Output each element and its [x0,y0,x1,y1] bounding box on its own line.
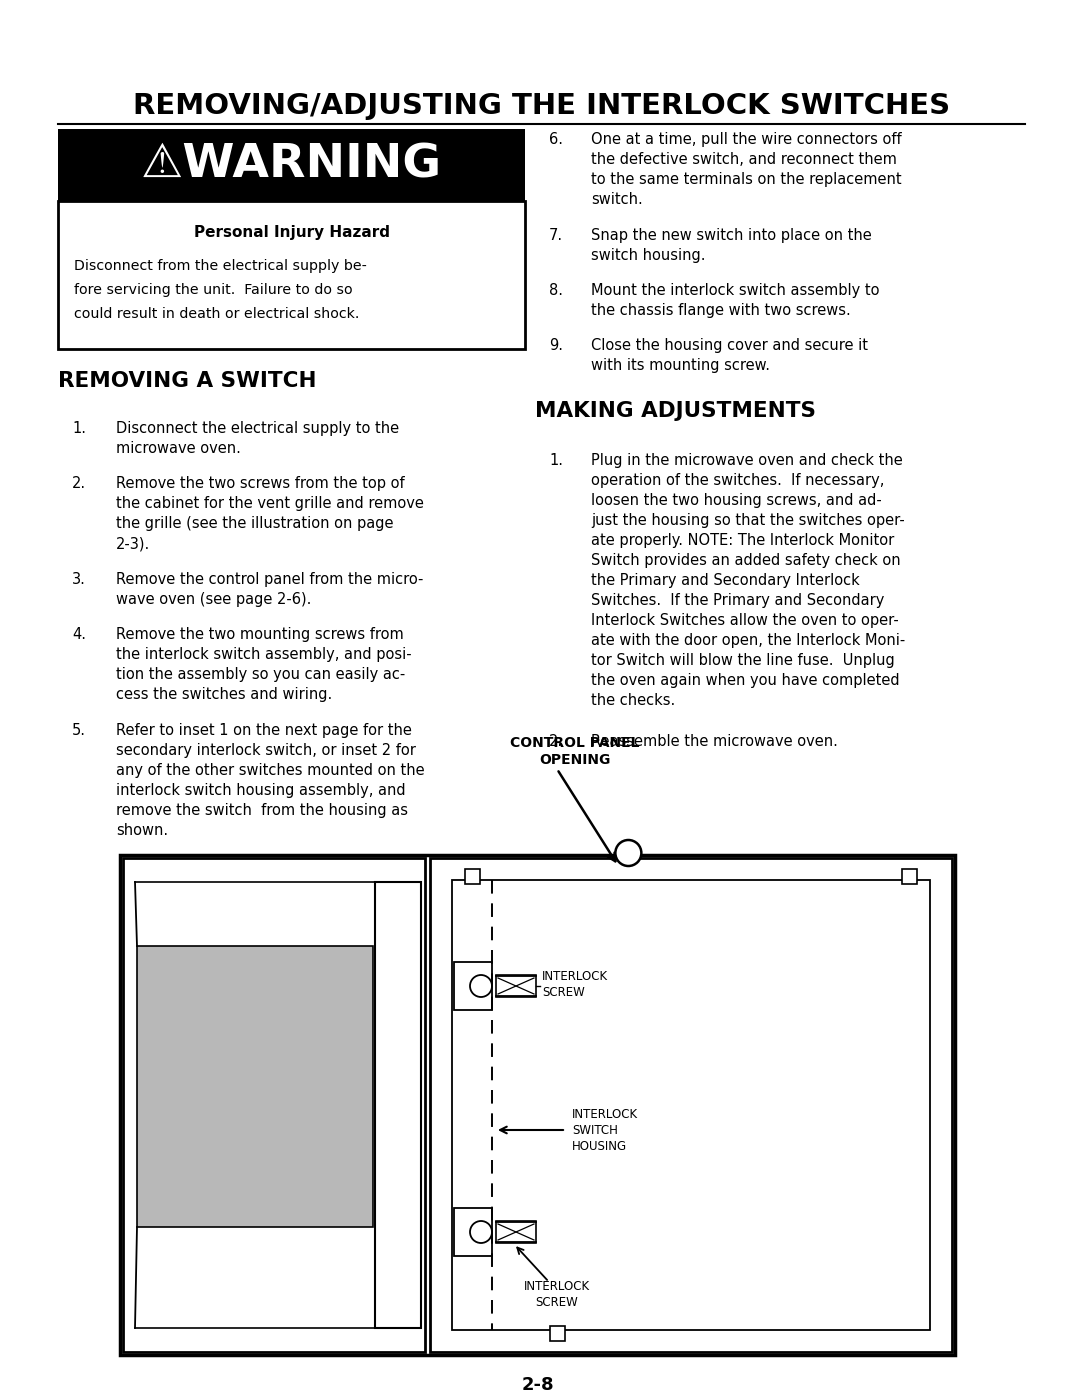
Text: REMOVING A SWITCH: REMOVING A SWITCH [58,372,316,391]
Text: 5.: 5. [72,724,86,738]
Text: Close the housing cover and secure it
with its mounting screw.: Close the housing cover and secure it wi… [591,338,868,373]
Bar [550,1326,565,1341]
Text: 1.: 1. [549,453,563,468]
Text: Remove the two screws from the top of
the cabinet for the vent grille and remove: Remove the two screws from the top of th… [116,476,423,552]
Text: 2-8: 2-8 [522,1376,554,1394]
Text: MAKING ADJUSTMENTS: MAKING ADJUSTMENTS [535,401,816,420]
Bar [465,869,480,884]
Bar [58,129,525,201]
Bar [496,975,536,997]
Text: 3.: 3. [72,571,86,587]
Text: Refer to inset 1 on the next page for the
secondary interlock switch, or inset 2: Refer to inset 1 on the next page for th… [116,724,424,838]
Bar [137,946,373,1227]
Text: 2.: 2. [549,733,563,749]
Text: 1.: 1. [72,420,86,436]
Text: One at a time, pull the wire connectors off
the defective switch, and reconnect : One at a time, pull the wire connectors … [591,131,902,207]
Text: Disconnect from the electrical supply be-: Disconnect from the electrical supply be… [75,258,367,272]
Text: 2.: 2. [72,476,86,490]
Text: Mount the interlock switch assembly to
the chassis flange with two screws.: Mount the interlock switch assembly to t… [591,284,879,319]
Text: INTERLOCK
SWITCH
HOUSING: INTERLOCK SWITCH HOUSING [572,1108,638,1153]
Text: Reassemble the microwave oven.: Reassemble the microwave oven. [591,733,838,749]
Text: REMOVING/ADJUSTING THE INTERLOCK SWITCHES: REMOVING/ADJUSTING THE INTERLOCK SWITCHE… [133,92,950,120]
Bar [58,201,525,349]
Circle shape [470,1221,492,1243]
Text: Personal Injury Hazard: Personal Injury Hazard [193,225,390,240]
Text: fore servicing the unit.  Failure to do so: fore servicing the unit. Failure to do s… [75,284,353,298]
Text: Snap the new switch into place on the
switch housing.: Snap the new switch into place on the sw… [591,228,872,263]
Text: ⚠WARNING: ⚠WARNING [140,142,442,187]
Text: 9.: 9. [549,338,563,353]
Text: 6.: 6. [549,131,563,147]
Text: could result in death or electrical shock.: could result in death or electrical shoc… [75,307,360,321]
Bar [453,880,930,1330]
Text: 7.: 7. [549,228,563,243]
Text: INTERLOCK
SCREW: INTERLOCK SCREW [542,970,608,999]
Bar [123,858,426,1352]
Text: Disconnect the electrical supply to the
microwave oven.: Disconnect the electrical supply to the … [116,420,400,455]
Text: 8.: 8. [549,284,563,298]
Bar [120,855,955,1355]
Bar [902,869,917,884]
Bar [430,858,951,1352]
Circle shape [470,975,492,997]
Text: Remove the two mounting screws from
the interlock switch assembly, and posi-
tio: Remove the two mounting screws from the … [116,627,411,703]
Text: Remove the control panel from the micro-
wave oven (see page 2-6).: Remove the control panel from the micro-… [116,571,423,608]
Text: 4.: 4. [72,627,86,643]
Bar [454,1208,492,1256]
Bar [454,963,492,1010]
Bar [496,1221,536,1243]
Text: INTERLOCK
SCREW: INTERLOCK SCREW [524,1280,590,1309]
Text: Plug in the microwave oven and check the
operation of the switches.  If necessar: Plug in the microwave oven and check the… [591,453,905,708]
Circle shape [616,840,642,866]
Bar [375,882,421,1329]
Text: CONTROL PANEL
OPENING: CONTROL PANEL OPENING [510,736,639,767]
